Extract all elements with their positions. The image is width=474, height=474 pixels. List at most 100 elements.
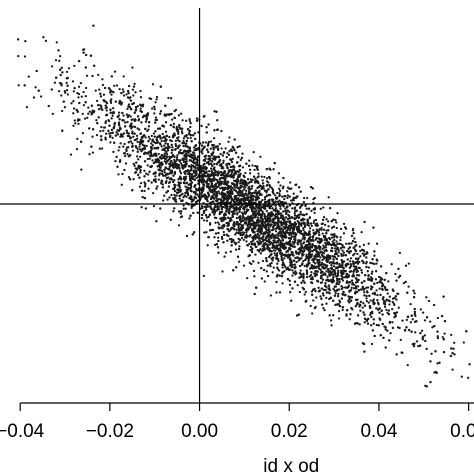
data-point xyxy=(159,112,162,115)
data-point xyxy=(97,73,100,77)
data-point xyxy=(289,291,292,294)
data-point xyxy=(159,85,162,88)
data-point xyxy=(398,274,402,278)
data-point xyxy=(141,136,144,139)
data-point xyxy=(259,213,262,216)
data-point xyxy=(132,162,135,165)
data-point xyxy=(134,91,137,94)
data-point xyxy=(251,178,254,182)
data-point xyxy=(302,288,306,291)
data-point xyxy=(371,277,374,280)
data-point xyxy=(234,186,237,189)
data-point xyxy=(325,279,328,282)
data-point xyxy=(362,302,365,305)
data-point xyxy=(327,229,330,232)
data-point xyxy=(184,207,187,210)
data-point xyxy=(88,153,91,156)
data-point xyxy=(97,108,101,111)
data-point xyxy=(398,251,402,255)
data-point xyxy=(450,333,453,337)
data-point xyxy=(263,198,267,201)
data-point xyxy=(293,212,296,215)
data-point xyxy=(263,189,267,192)
data-point xyxy=(335,221,338,224)
data-point xyxy=(218,210,222,214)
data-point xyxy=(293,232,296,235)
data-point xyxy=(370,287,373,291)
data-point xyxy=(303,264,306,268)
data-point xyxy=(330,267,334,270)
data-point xyxy=(293,280,297,283)
data-point xyxy=(75,147,79,151)
data-point xyxy=(250,210,254,213)
data-point xyxy=(126,107,129,111)
data-point xyxy=(281,259,284,262)
data-point xyxy=(80,95,83,98)
data-point xyxy=(105,109,108,112)
data-point xyxy=(72,124,75,127)
data-point xyxy=(327,271,330,274)
data-point xyxy=(367,301,370,304)
data-point xyxy=(231,157,234,160)
data-point xyxy=(234,196,237,200)
data-point xyxy=(82,90,85,94)
data-point xyxy=(442,350,446,354)
data-point xyxy=(132,135,135,138)
data-point xyxy=(248,159,251,162)
data-point xyxy=(302,242,305,245)
data-point xyxy=(335,282,338,286)
data-point xyxy=(385,308,388,312)
data-point xyxy=(289,229,292,232)
data-point xyxy=(190,200,193,203)
data-point xyxy=(373,254,376,257)
data-point xyxy=(358,260,361,264)
data-point xyxy=(154,175,157,178)
data-point xyxy=(263,226,266,229)
data-point xyxy=(67,67,71,70)
data-point xyxy=(182,196,185,199)
data-point xyxy=(174,198,177,201)
data-point xyxy=(393,315,396,319)
data-point xyxy=(225,173,228,176)
data-point xyxy=(230,210,234,213)
data-point xyxy=(332,299,335,302)
data-point xyxy=(383,305,387,309)
data-point xyxy=(182,139,185,143)
data-point xyxy=(220,147,223,150)
data-point xyxy=(425,385,428,388)
data-point xyxy=(215,243,219,246)
data-point xyxy=(164,142,167,145)
data-point xyxy=(321,292,325,295)
data-point xyxy=(150,142,153,145)
data-point xyxy=(110,128,114,132)
data-point xyxy=(233,183,237,187)
data-point xyxy=(160,157,163,160)
data-point xyxy=(362,311,365,314)
data-point xyxy=(253,168,256,172)
data-point xyxy=(254,189,257,192)
data-point xyxy=(127,84,131,88)
data-point xyxy=(151,83,155,86)
data-point xyxy=(143,146,147,150)
data-point xyxy=(295,183,298,186)
data-point xyxy=(276,266,279,269)
data-point xyxy=(274,210,277,213)
data-point xyxy=(397,276,400,279)
data-point xyxy=(359,249,362,253)
data-point xyxy=(280,256,283,260)
data-point xyxy=(274,194,277,197)
data-point xyxy=(259,184,262,187)
data-point xyxy=(258,234,261,237)
data-point xyxy=(357,289,361,292)
data-point xyxy=(147,187,150,190)
data-point xyxy=(217,161,220,164)
data-point xyxy=(175,167,179,170)
data-point xyxy=(322,215,326,219)
data-point xyxy=(76,91,79,95)
data-point xyxy=(217,198,220,201)
data-point xyxy=(232,165,235,168)
data-point xyxy=(184,152,188,156)
data-point xyxy=(61,109,64,113)
data-point xyxy=(272,266,275,269)
